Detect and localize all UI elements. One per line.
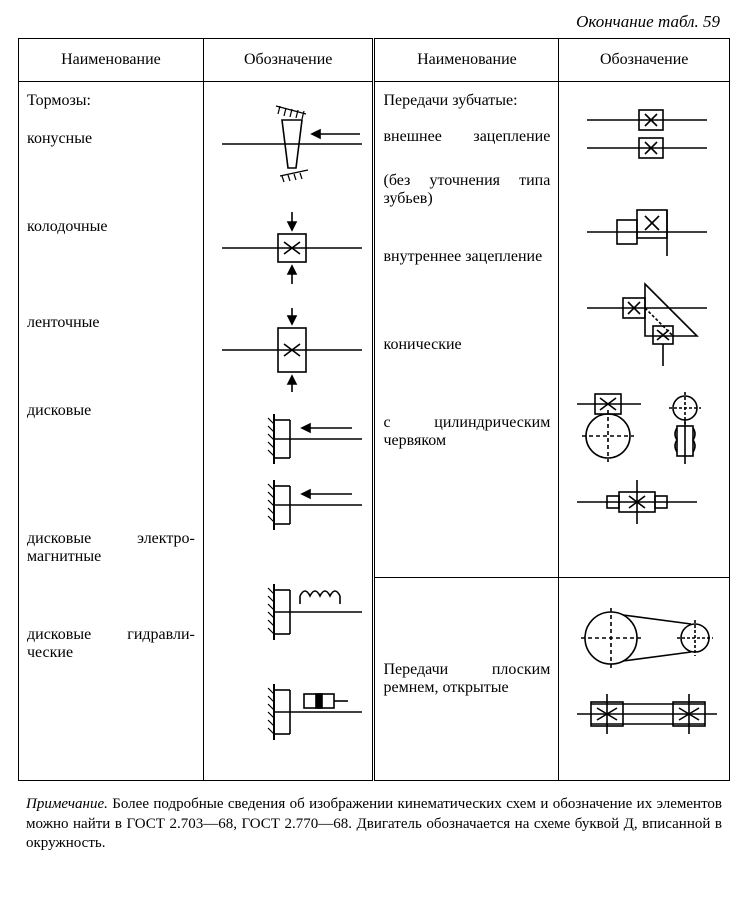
symbols-table: Наименование Обозначение Наименование Об… — [18, 38, 730, 781]
left-symbols — [203, 82, 374, 781]
header-sym-1: Обозначение — [203, 39, 374, 82]
left-item-3: дисковые — [27, 402, 195, 420]
left-item-0: конусные — [27, 130, 195, 148]
belt-svg — [567, 604, 727, 754]
left-item-1: колодочные — [27, 218, 195, 236]
right-symbols-1 — [559, 82, 730, 578]
right-item-1: (без уточнения типа зубьев) — [383, 172, 550, 208]
header-name-2: Наименование — [374, 39, 559, 82]
note-body: Более подробные сведения об изображении … — [26, 796, 722, 851]
gears-svg — [567, 94, 727, 554]
right-item-0: внешнее зацеп­ление — [383, 128, 550, 146]
right2-text: Передачи пло­ским ремнем, открытые — [383, 661, 550, 697]
right-item-2: внутреннее зацеп­ление — [383, 248, 550, 266]
left-item-2: ленточные — [27, 314, 195, 332]
right-item-4: с цилиндриче­ским червяком — [383, 414, 550, 450]
right-symbols-2 — [559, 578, 730, 781]
left-item-4: дисковые электро­магнитные — [27, 530, 195, 566]
left-names: Тормозы: конусные колодочные ленточные д… — [19, 82, 204, 781]
footnote: Примечание. Более подробные сведения об … — [26, 795, 722, 854]
header-row: Наименование Обозначение Наименование Об… — [19, 39, 730, 82]
header-name-1: Наименование — [19, 39, 204, 82]
right-item-3: конические — [383, 336, 550, 354]
left-title: Тормозы: — [27, 92, 195, 110]
table-caption: Окончание табл. 59 — [18, 12, 720, 32]
right-names-2: Передачи пло­ским ремнем, открытые — [374, 578, 559, 781]
brakes-svg — [212, 94, 372, 774]
note-lead: Примечание. — [26, 796, 108, 812]
body-row-1: Тормозы: конусные колодочные ленточные д… — [19, 82, 730, 578]
right-title: Передачи зубча­тые: — [383, 92, 550, 110]
right-names-1: Передачи зубча­тые: внешнее зацеп­ление … — [374, 82, 559, 578]
header-sym-2: Обозначение — [559, 39, 730, 82]
left-item-5: дисковые гидравли­ческие — [27, 626, 195, 662]
